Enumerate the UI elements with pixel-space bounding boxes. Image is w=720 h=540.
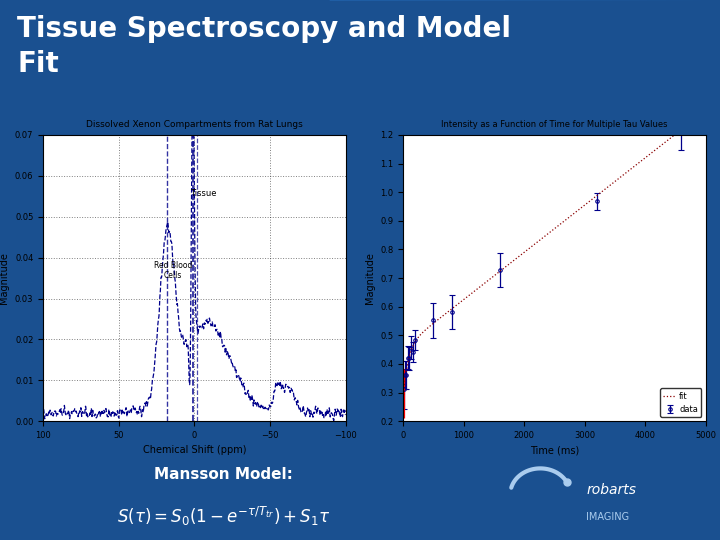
fit	[569, 211, 577, 217]
X-axis label: Chemical Shift (ppm): Chemical Shift (ppm)	[143, 446, 246, 455]
Text: Red Blood
Cells: Red Blood Cells	[154, 261, 192, 280]
PathPatch shape	[324, 0, 720, 1]
fit	[586, 198, 595, 204]
Y-axis label: Magnitude: Magnitude	[364, 252, 374, 304]
Text: IMAGING: IMAGING	[586, 512, 629, 522]
Text: Mansson Model:: Mansson Model:	[155, 467, 293, 482]
fit	[399, 395, 408, 402]
Title: Dissolved Xenon Compartments from Rat Lungs: Dissolved Xenon Compartments from Rat Lu…	[86, 120, 303, 129]
Text: Tissue: Tissue	[190, 190, 217, 198]
Text: $S(\tau) = S_0(1 - e^{-\tau/T_{tr}}) + S_1\tau$: $S(\tau) = S_0(1 - e^{-\tau/T_{tr}}) + S…	[117, 505, 330, 528]
fit	[550, 225, 559, 232]
Line: fit: fit	[403, 101, 718, 399]
X-axis label: Time (ms): Time (ms)	[530, 446, 579, 455]
Text: robarts: robarts	[586, 483, 636, 496]
fit	[706, 104, 714, 110]
fit	[657, 142, 665, 149]
Text: Tissue Spectroscopy and Model
Fit: Tissue Spectroscopy and Model Fit	[17, 15, 511, 78]
fit	[548, 227, 557, 233]
Title: Intensity as a Function of Time for Multiple Tau Values: Intensity as a Function of Time for Mult…	[441, 120, 667, 129]
fit	[714, 98, 720, 104]
Legend: fit, data: fit, data	[660, 388, 701, 417]
Y-axis label: Magnitude: Magnitude	[0, 252, 9, 304]
